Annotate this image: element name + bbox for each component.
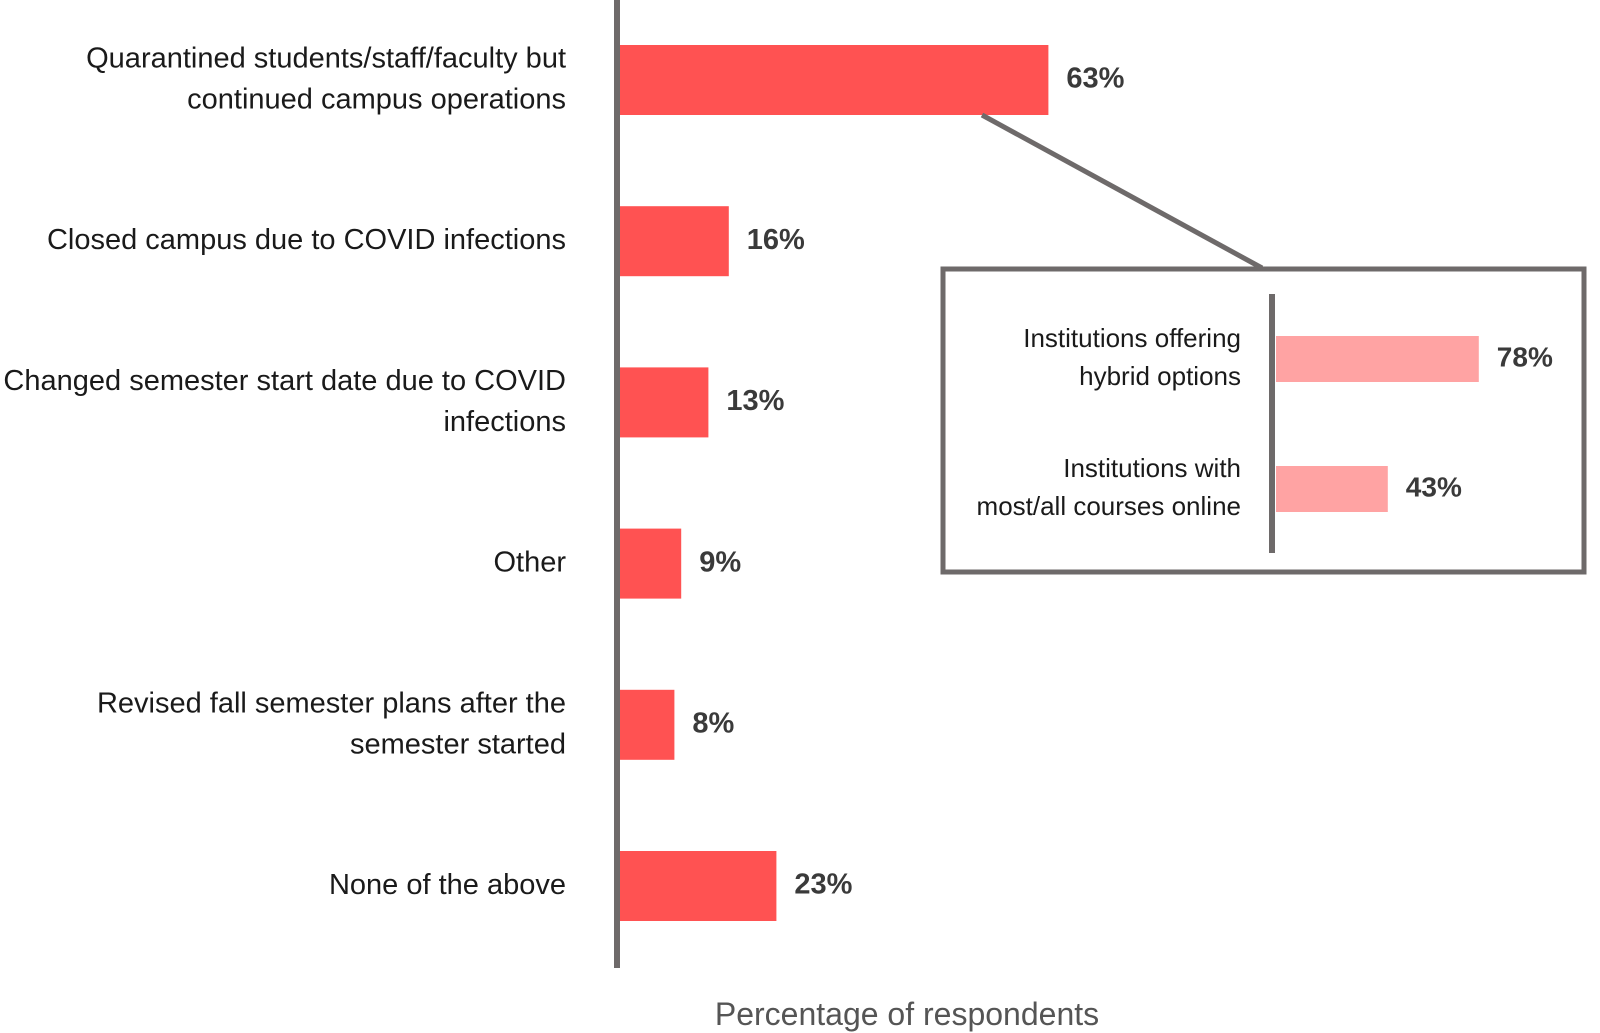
- data-label: 23%: [794, 869, 852, 901]
- inset-connector-line: [980, 112, 1264, 271]
- category-label-line: Institutions with: [1063, 453, 1241, 483]
- category-label-line: infections: [443, 406, 566, 438]
- x-axis-title: Percentage of respondents: [715, 996, 1099, 1032]
- category-label-line: Institutions offering: [1023, 323, 1241, 353]
- inset-data-label: 43%: [1406, 471, 1462, 502]
- data-label: 8%: [692, 707, 734, 739]
- category-label: Changed semester start date due to COVID…: [3, 365, 566, 438]
- bar: [620, 528, 682, 599]
- category-label-line: Closed campus due to COVID infections: [47, 224, 566, 256]
- category-label-line: hybrid options: [1079, 361, 1241, 391]
- category-label: Revised fall semester plans after the sem…: [97, 687, 566, 760]
- bar: [620, 689, 675, 760]
- category-label-line: Revised fall semester plans after the: [97, 687, 566, 719]
- inset-bar: [1276, 336, 1479, 382]
- inset-frame: [940, 266, 1587, 575]
- category-label: Closed campus due to COVID infections: [47, 224, 566, 256]
- data-label: 9%: [699, 546, 741, 578]
- category-label-line: semester started: [350, 728, 566, 760]
- category-label-line: Other: [493, 546, 566, 578]
- inset-bar: [1276, 466, 1388, 512]
- inset-bars: [1276, 336, 1479, 512]
- category-label-line: Quarantined students/staff/faculty but: [86, 42, 566, 74]
- inset-data-label: 78%: [1497, 341, 1553, 372]
- category-label: Quarantined students/staff/faculty but co…: [86, 42, 566, 115]
- bar: [620, 206, 729, 277]
- category-label-line: most/all courses online: [977, 491, 1241, 521]
- bar: [620, 367, 709, 438]
- data-label: 13%: [726, 385, 784, 417]
- data-label: 16%: [747, 224, 805, 256]
- inset-category-labels: Institutions offering hybrid optionsInsti…: [977, 323, 1241, 521]
- main-bars: [620, 45, 1049, 921]
- category-label-line: continued campus operations: [187, 83, 566, 115]
- category-label-line: Changed semester start date due to COVID: [3, 365, 566, 397]
- data-label: 63%: [1066, 63, 1124, 95]
- main-category-labels: Quarantined students/staff/faculty but co…: [3, 42, 566, 901]
- category-label: None of the above: [329, 869, 566, 901]
- inset-category-label: Institutions with most/all courses online: [977, 453, 1241, 521]
- inset-category-label: Institutions offering hybrid options: [1023, 323, 1241, 391]
- bar: [620, 45, 1049, 115]
- category-label-line: None of the above: [329, 869, 566, 901]
- inset-value-labels: 78% 43%: [1406, 341, 1553, 502]
- bar: [620, 851, 777, 921]
- category-label: Other: [493, 546, 566, 578]
- main-value-labels: 63% 16% 13% 9% 8% 23%: [692, 63, 1124, 901]
